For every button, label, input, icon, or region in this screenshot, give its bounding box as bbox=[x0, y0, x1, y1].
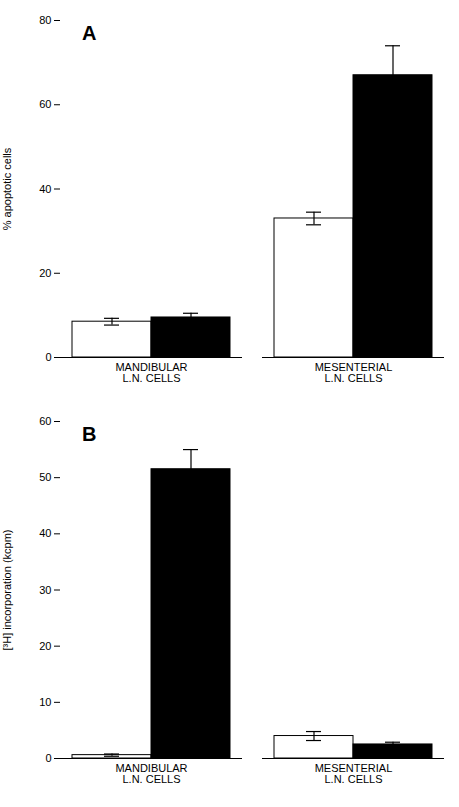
svg-text:30: 30 bbox=[39, 584, 51, 596]
svg-text:MANDIBULARL.N. CELLS: MANDIBULARL.N. CELLS bbox=[115, 361, 187, 384]
svg-text:0: 0 bbox=[45, 351, 51, 363]
svg-text:MANDIBULARL.N. CELLS: MANDIBULARL.N. CELLS bbox=[115, 762, 187, 785]
svg-text:60: 60 bbox=[39, 415, 51, 427]
svg-text:% apoptotic cells: % apoptotic cells bbox=[1, 147, 13, 230]
svg-text:MESENTERIALL.N. CELLS: MESENTERIALL.N. CELLS bbox=[315, 361, 393, 384]
svg-text:[³H] incorporation (kcpm): [³H] incorporation (kcpm) bbox=[1, 529, 13, 650]
svg-text:10: 10 bbox=[39, 696, 51, 708]
svg-text:MESENTERIALL.N. CELLS: MESENTERIALL.N. CELLS bbox=[315, 762, 393, 785]
html-text:B: B bbox=[82, 423, 97, 445]
svg-text:50: 50 bbox=[39, 471, 51, 483]
svg-text:80: 80 bbox=[39, 14, 51, 26]
svg-text:20: 20 bbox=[39, 640, 51, 652]
html-text:A: A bbox=[82, 22, 97, 44]
svg-text:0: 0 bbox=[45, 752, 51, 764]
svg-text:20: 20 bbox=[39, 267, 51, 279]
svg-text:60: 60 bbox=[39, 98, 51, 110]
svg-text:40: 40 bbox=[39, 527, 51, 539]
svg-text:40: 40 bbox=[39, 183, 51, 195]
